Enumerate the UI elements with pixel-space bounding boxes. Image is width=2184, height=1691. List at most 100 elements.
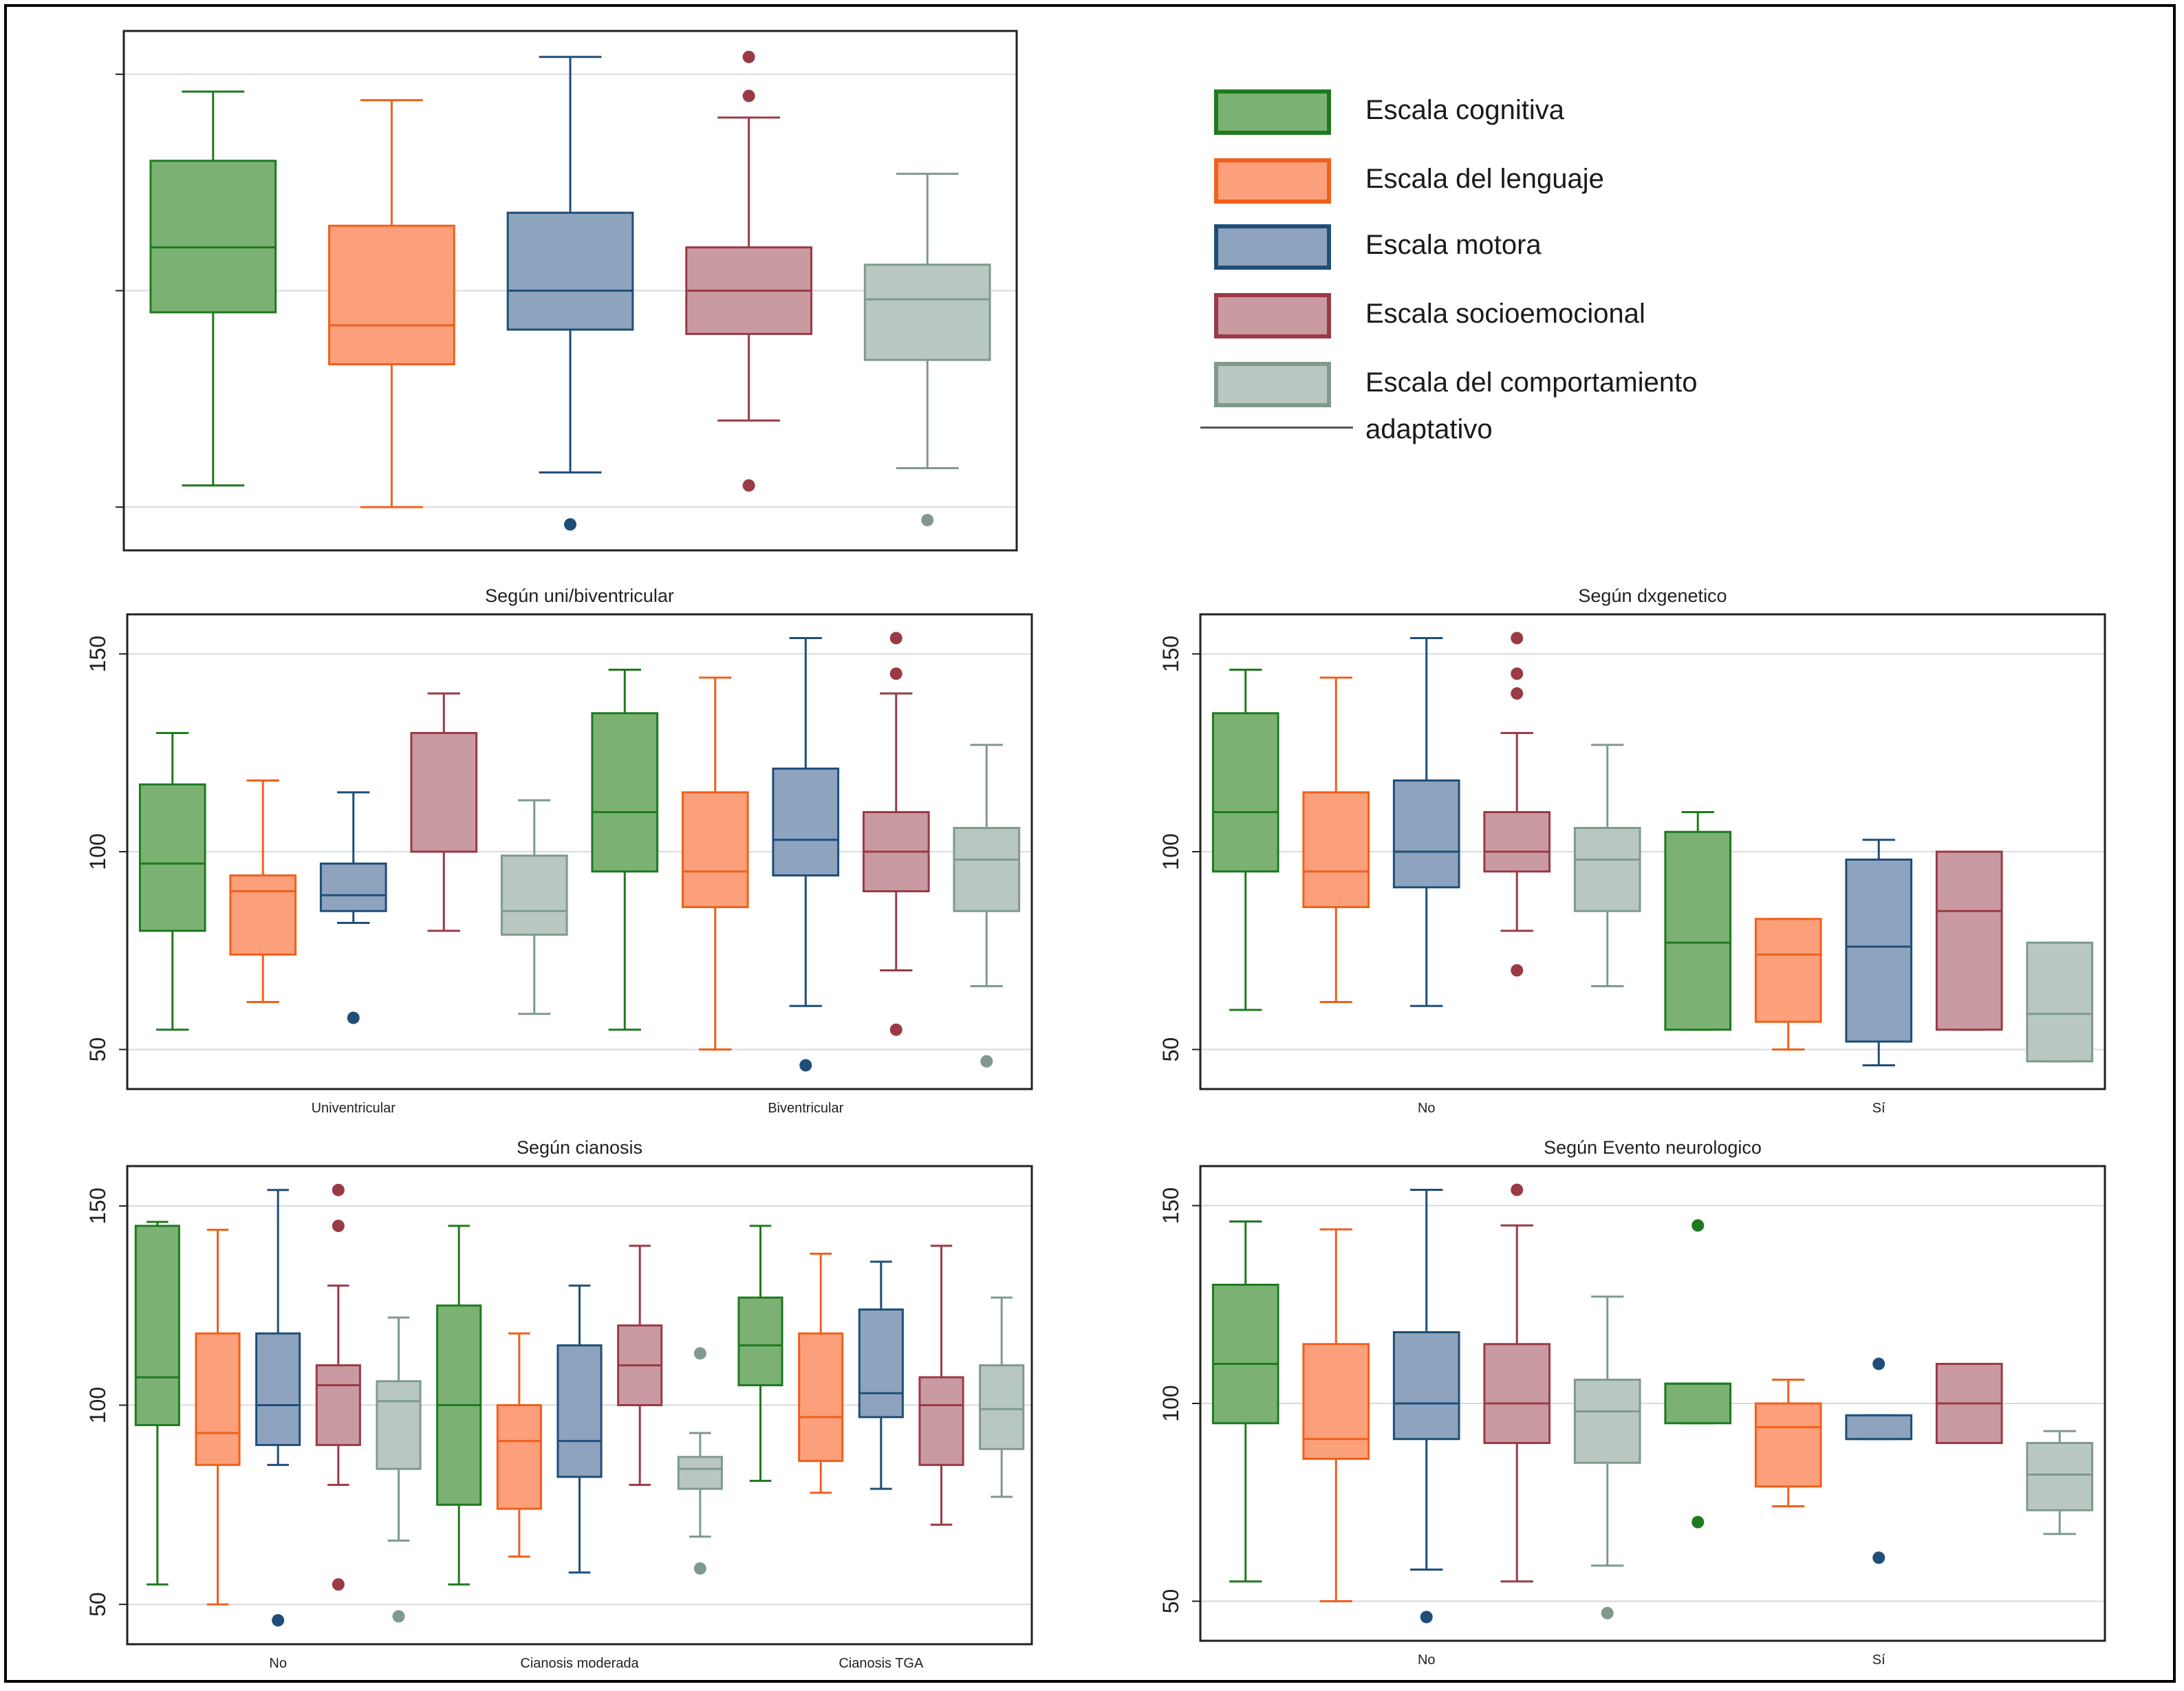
legend-swatch [1214, 362, 1331, 407]
box-lenguaje [328, 224, 455, 365]
legend: Escala cognitiva Escala del lenguaje Esc… [1200, 89, 1833, 461]
box-socioemocional [1483, 1343, 1551, 1444]
chart-title: Según uni/biventricular [485, 585, 674, 606]
outlier-point [1511, 964, 1524, 977]
legend-swatch [1214, 293, 1331, 338]
box-cognitiva [138, 783, 206, 932]
outlier-point [1511, 632, 1524, 645]
category-label: Cianosis moderada [520, 1656, 639, 1671]
box-comportamiento [1573, 1379, 1641, 1464]
box-comportamiento [677, 1456, 723, 1490]
box-cognitiva [737, 1296, 783, 1387]
outlier-point [347, 1011, 360, 1024]
box-socioemocional [1935, 850, 2003, 1031]
box-lenguaje [1302, 791, 1370, 908]
legend-label: Escala motora [1365, 230, 1542, 260]
y-tick-label: 50 [110, 493, 114, 521]
outlier-point [742, 50, 755, 63]
box-motora [556, 1344, 603, 1478]
outlier-point [1691, 1219, 1705, 1232]
chart-cianosis: Según cianosis 50 100 150 No Cianosis moderad… [85, 1137, 1033, 1671]
outlier-point [564, 518, 576, 531]
legend-label: Escala del lenguaje [1365, 164, 1604, 194]
y-tick-label: 100 [1158, 833, 1183, 870]
category-label: Biventricular [768, 1101, 843, 1116]
box-cognitiva [1664, 830, 1732, 1031]
y-tick-label: 150 [85, 1187, 110, 1224]
box-motora [858, 1308, 904, 1419]
legend-label-continuation: adaptativo [1365, 414, 1493, 444]
legend-item-socioemocional: Escala socioemocional [1214, 293, 1833, 348]
outlier-point [1601, 1606, 1614, 1619]
box-comportamiento [953, 827, 1021, 912]
box-comportamiento [2026, 941, 2094, 1063]
category-label: Cianosis TGA [839, 1656, 924, 1671]
category-label: Sí [1872, 1652, 1885, 1668]
legend-label: Escala del comportamiento [1365, 367, 1698, 398]
category-label: No [1418, 1101, 1436, 1116]
y-tick-label: 50 [85, 1592, 110, 1617]
box-motora [1392, 779, 1460, 889]
box-cognitiva [1211, 1284, 1279, 1425]
box-comportamiento [979, 1364, 1025, 1450]
outlier-point [742, 89, 755, 103]
box-lenguaje [681, 791, 749, 908]
outlier-point [799, 1059, 812, 1072]
box-lenguaje [798, 1332, 844, 1463]
box-socioemocional [410, 732, 478, 853]
y-tick-label: 150 [110, 54, 114, 95]
chart-overall: 50 100 150 [110, 30, 1018, 552]
chart-title: Según Evento neurologico [1544, 1137, 1762, 1158]
outlier-point [1872, 1551, 1885, 1564]
outlier-point [921, 513, 934, 526]
box-comportamiento [500, 854, 568, 936]
y-tick-label: 150 [1158, 1187, 1183, 1224]
outlier-point [1511, 667, 1524, 680]
box-lenguaje [1754, 1402, 1822, 1488]
legend-swatch [1214, 224, 1331, 270]
legend-label: Escala socioemocional [1365, 299, 1645, 329]
outlier-point [332, 1578, 345, 1591]
legend-item-motora: Escala motora [1214, 224, 1833, 279]
outlier-point [392, 1610, 405, 1623]
y-tick-label: 50 [1158, 1589, 1183, 1614]
legend-item-cognitiva: Escala cognitiva [1214, 89, 1833, 144]
box-motora [319, 862, 387, 912]
box-cognitiva [1211, 712, 1279, 873]
box-motora [772, 767, 840, 876]
outlier-point [1511, 687, 1524, 700]
y-tick-label: 150 [85, 636, 110, 672]
box-comportamiento [2026, 1442, 2094, 1511]
box-comportamiento [376, 1380, 422, 1470]
box-motora [1845, 1414, 1913, 1441]
outlier-point [1420, 1611, 1433, 1624]
box-socioemocional [1483, 811, 1551, 873]
legend-item-comportamiento: Escala del comportamiento [1214, 362, 1833, 417]
box-socioemocional [315, 1364, 361, 1446]
legend-item-lenguaje: Escala del lenguaje [1214, 158, 1833, 213]
outlier-point [693, 1347, 706, 1360]
outlier-point [272, 1614, 285, 1627]
chart-dxgenetico: Según dxgenetico 50 100 150 No Sí [1158, 585, 2106, 1116]
outlier-point [1511, 1183, 1524, 1196]
y-tick-label: 100 [1158, 1385, 1183, 1421]
box-lenguaje [1754, 918, 1822, 1023]
chart-uni-biventricular: Según uni/biventricular 50 100 150 Univentri… [85, 585, 1033, 1116]
box-socioemocional [918, 1376, 964, 1466]
box-lenguaje [229, 874, 297, 956]
category-label: Sí [1872, 1101, 1885, 1116]
legend-rule [1200, 427, 1353, 429]
box-motora [1845, 859, 1913, 1043]
y-tick-label: 100 [85, 1387, 110, 1423]
box-lenguaje [195, 1332, 241, 1466]
y-tick-label: 50 [1158, 1037, 1183, 1062]
chart-title: Según dxgenetico [1578, 585, 1727, 606]
outlier-point [1691, 1516, 1705, 1529]
figure-frame: 50 100 150 Escala cognitiva Escala del len… [4, 4, 2176, 1683]
box-lenguaje [496, 1404, 542, 1510]
outlier-point [332, 1219, 345, 1232]
box-lenguaje [1302, 1343, 1370, 1460]
outlier-point [742, 479, 755, 492]
outlier-point [889, 632, 902, 645]
category-label: No [269, 1656, 287, 1671]
